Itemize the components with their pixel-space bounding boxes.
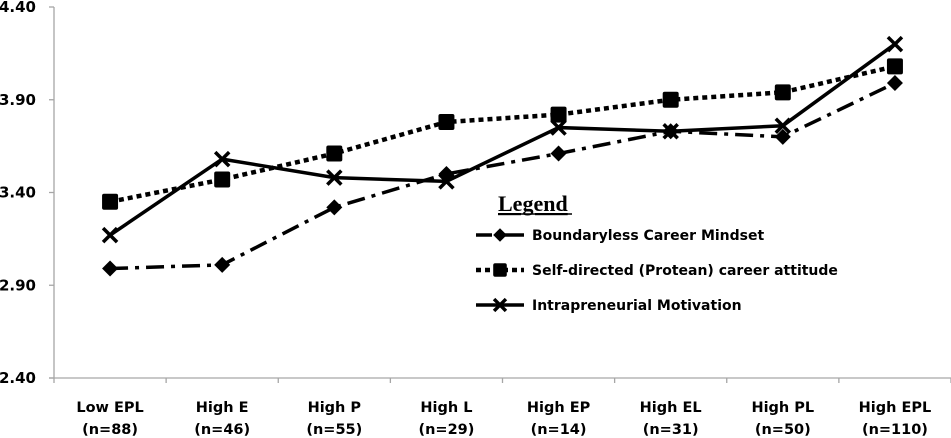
y-tick-label: 2.40: [0, 369, 36, 387]
series-layer: [101, 35, 904, 277]
x-tick-n-label: (n=110): [862, 422, 928, 438]
x-tick-label: High EL: [640, 400, 702, 416]
legend-title: Legend: [498, 191, 568, 216]
square-marker: [326, 145, 343, 162]
diamond-marker: [774, 128, 791, 145]
series-x: [101, 35, 904, 244]
legend-items: Boundaryless Career Mindset Self-directed…: [476, 228, 838, 314]
x-tick-n-label: (n=88): [82, 422, 138, 438]
series-line: [109, 42, 896, 237]
y-tick-label: 3.90: [0, 91, 36, 109]
x-tick-label: High PL: [751, 400, 814, 416]
diamond-marker: [102, 260, 119, 277]
x-tick-label: High EPL: [859, 400, 932, 416]
square-marker: [493, 263, 507, 277]
x-marker: [326, 169, 343, 186]
series-line: [110, 81, 896, 271]
x-marker: [213, 150, 231, 168]
diamond-marker: [326, 199, 343, 216]
series-square: [102, 58, 903, 210]
legend: Legend Boundaryless Career Mindset Self-d…: [476, 191, 838, 314]
square-marker: [662, 91, 679, 108]
x-marker: [662, 123, 679, 140]
x-tick-n-label: (n=31): [643, 422, 699, 438]
diamond-marker: [886, 75, 903, 92]
x-tick-label: High E: [196, 400, 249, 416]
square-marker: [102, 193, 119, 210]
x-marker: [774, 117, 792, 134]
x-tick-n-label: (n=29): [418, 422, 474, 438]
x-tick-n-label: (n=14): [531, 422, 587, 438]
x-tick-label: High P: [308, 400, 362, 416]
diamond-marker: [550, 145, 567, 162]
square-marker: [214, 171, 231, 188]
legend-item: Self-directed (Protean) career attitude: [476, 263, 838, 279]
legend-label: Boundaryless Career Mindset: [532, 228, 764, 244]
x-marker: [886, 35, 904, 53]
square-marker: [774, 84, 791, 101]
y-tick-label: 2.90: [0, 276, 36, 294]
legend-label: Self-directed (Protean) career attitude: [532, 263, 838, 279]
x-marker: [492, 297, 508, 313]
x-tick-label: High L: [420, 400, 472, 416]
y-tick-label: 4.40: [0, 0, 36, 16]
x-tick-n-label: (n=55): [306, 422, 362, 438]
legend-label: Intrapreneurial Motivation: [532, 298, 742, 314]
y-tick-label: 3.40: [0, 184, 36, 202]
diamond-marker: [493, 228, 507, 242]
x-tick-label: Low EPL: [76, 400, 143, 416]
x-tick-n-label: (n=46): [194, 422, 250, 438]
x-marker: [550, 119, 567, 136]
x-tick-label: High EP: [527, 400, 591, 416]
legend-item: Intrapreneurial Motivation: [476, 297, 742, 314]
x-marker: [438, 173, 455, 190]
x-marker: [101, 226, 119, 244]
square-marker: [438, 114, 455, 131]
diamond-marker: [214, 256, 231, 273]
square-marker: [886, 58, 903, 75]
x-tick-n-label: (n=50): [755, 422, 811, 438]
legend-item: Boundaryless Career Mindset: [476, 228, 764, 244]
square-marker: [550, 106, 567, 123]
